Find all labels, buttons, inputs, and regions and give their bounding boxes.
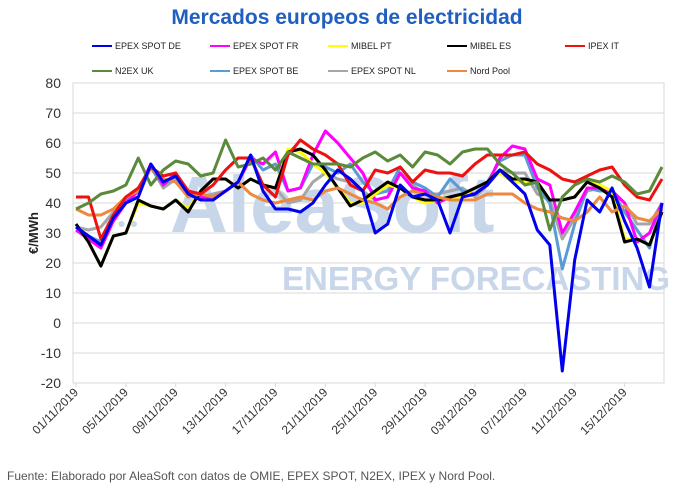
legend-label: MIBEL PT: [351, 41, 392, 51]
legend-label: N2EX UK: [115, 66, 154, 76]
legend-swatch: [210, 70, 230, 72]
chart-title: Mercados europeos de electricidad: [171, 6, 523, 29]
legend-swatch: [328, 45, 348, 47]
x-tick-label: 01/11/2019: [29, 385, 81, 437]
y-tick-label: 30: [45, 225, 61, 241]
x-tick-label: 21/11/2019: [279, 385, 331, 437]
series-line-epex-spot-de: [75, 153, 664, 373]
x-tick-label: 11/12/2019: [528, 385, 580, 437]
x-tick-label: 05/11/2019: [79, 385, 131, 437]
legend-item-mibel-es: MIBEL ES: [447, 41, 511, 51]
series-lines: [74, 129, 664, 373]
x-tick-label: 25/11/2019: [329, 385, 381, 437]
x-tick-label: 07/12/2019: [478, 385, 531, 438]
x-tick-label: 29/11/2019: [378, 385, 430, 437]
legend-item-ipex-it: IPEX IT: [565, 41, 619, 51]
y-tick-label: -20: [41, 375, 61, 391]
y-tick-label: 20: [45, 255, 61, 271]
series-line-mibel-es: [74, 147, 664, 268]
x-tick-label: 15/12/2019: [577, 385, 630, 438]
y-tick-label: 50: [45, 165, 61, 181]
legend-label: MIBEL ES: [470, 41, 512, 51]
series-line-ipex-it: [76, 138, 664, 241]
legend-label: EPEX SPOT BE: [233, 66, 299, 76]
series-line-n2ex-uk: [75, 138, 664, 232]
y-axis: 80 70 60 50 40 30 20 10 0 -10 -20: [41, 75, 61, 391]
legend-swatch: [328, 70, 348, 72]
legend-item-epex-spot-be: EPEX SPOT BE: [210, 66, 298, 76]
legend-label: EPEX SPOT NL: [351, 66, 416, 76]
y-tick-label: 0: [53, 315, 61, 331]
x-tick-label: 03/12/2019: [428, 385, 481, 438]
legend-label: IPEX IT: [588, 41, 620, 51]
y-tick-label: 40: [45, 195, 61, 211]
legend-label: Nord Pool: [470, 66, 511, 76]
gridlines: [72, 82, 665, 384]
legend-item-mibel-pt: MIBEL PT: [328, 41, 392, 51]
y-tick-label: 10: [45, 285, 61, 301]
y-tick-label: -10: [41, 345, 61, 361]
series-line-nord-pool: [75, 165, 664, 223]
y-axis-label: €/MWh: [26, 212, 41, 254]
x-tick-label: 09/11/2019: [129, 385, 181, 437]
legend-swatch: [92, 70, 112, 72]
legend-item-nord-pool: Nord Pool: [447, 66, 510, 76]
legend-swatch: [210, 45, 230, 47]
legend-swatch: [447, 70, 467, 72]
watermark-tagline: ENERGY FORECASTING: [282, 260, 670, 297]
x-axis: 01/11/201905/11/201909/11/201913/11/2019…: [29, 383, 630, 438]
y-tick-label: 80: [45, 75, 61, 91]
x-tick-label: 13/11/2019: [179, 385, 231, 437]
legend-swatch: [92, 45, 112, 47]
legend-item-n2ex-uk: N2EX UK: [92, 66, 154, 76]
y-tick-label: 60: [45, 135, 61, 151]
legend-item-epex-spot-nl: EPEX SPOT NL: [328, 66, 416, 76]
source-footer: Fuente: Elaborado por AleaSoft con datos…: [7, 469, 496, 483]
legend-item-epex-spot-fr: EPEX SPOT FR: [210, 41, 298, 51]
legend-label: EPEX SPOT FR: [233, 41, 299, 51]
legend-label: EPEX SPOT DE: [115, 41, 181, 51]
legend-swatch: [565, 45, 585, 47]
legend-swatch: [447, 45, 467, 47]
legend-item-epex-spot-de: EPEX SPOT DE: [92, 41, 181, 51]
y-tick-label: 70: [45, 105, 61, 121]
x-tick-label: 17/11/2019: [229, 385, 281, 437]
